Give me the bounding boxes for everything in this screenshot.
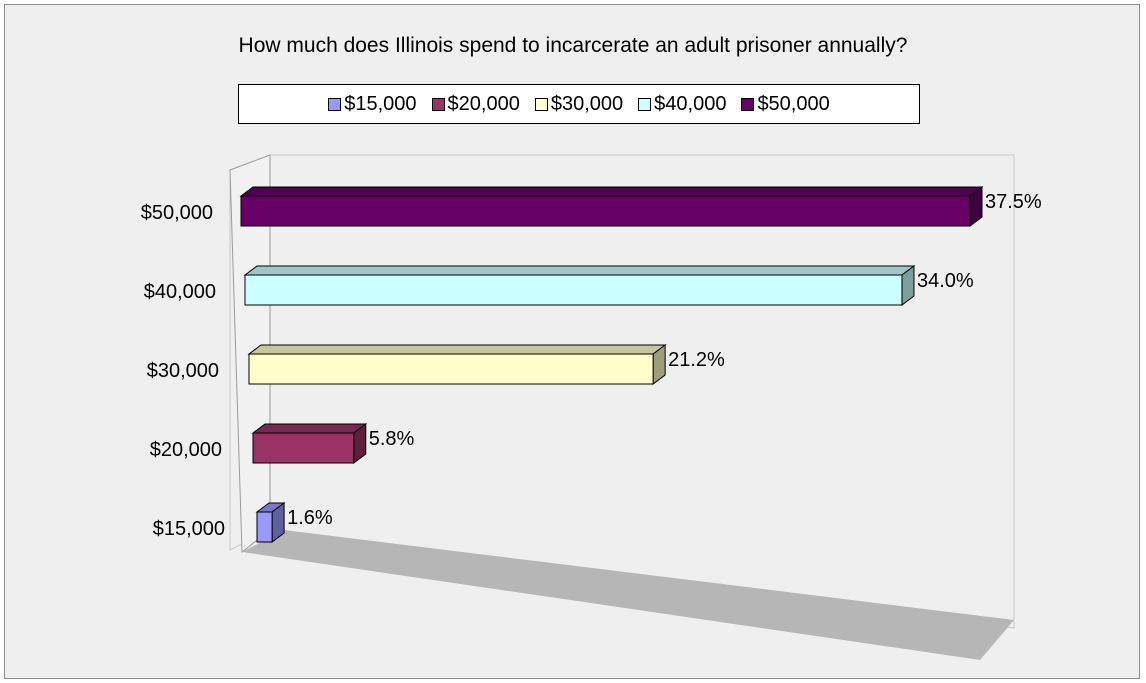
- bar-top: [239, 186, 984, 197]
- data-label: 37.5%: [985, 191, 1042, 213]
- legend-swatch: [638, 97, 652, 111]
- bar-top: [251, 423, 368, 434]
- legend-label: $50,000: [757, 92, 830, 115]
- legend-swatch: [328, 97, 342, 111]
- legend-swatch: [431, 97, 445, 111]
- bar: [252, 432, 355, 464]
- bar-top: [243, 265, 916, 276]
- legend-item: $15,000: [328, 92, 417, 116]
- chart-title: How much does Illinois spend to incarcer…: [238, 34, 908, 57]
- bar: [256, 511, 273, 543]
- data-label: 1.6%: [287, 507, 333, 529]
- category-label: $40,000: [144, 281, 216, 303]
- floor: [242, 530, 1014, 660]
- legend-item: $30,000: [534, 92, 624, 116]
- bar-top: [247, 344, 667, 355]
- legend-label: $15,000: [344, 92, 417, 115]
- legend-label: $20,000: [447, 92, 520, 115]
- category-label: $30,000: [147, 360, 219, 382]
- legend-item: $20,000: [431, 92, 520, 116]
- legend-swatch: [741, 97, 755, 111]
- legend-label: $30,000: [550, 92, 624, 115]
- data-label: 5.8%: [369, 428, 415, 450]
- data-label: 34.0%: [917, 270, 974, 292]
- legend: $15,000 $20,000 $30,000 $40,000 $50,000: [238, 84, 920, 124]
- legend-item: $50,000: [741, 92, 830, 116]
- category-label: $15,000: [153, 518, 225, 540]
- legend-item: $40,000: [638, 93, 726, 116]
- bar: [240, 195, 971, 227]
- legend-label: $40,000: [654, 92, 727, 115]
- legend-swatch: [534, 97, 548, 111]
- bar: [248, 353, 654, 385]
- bar: [244, 274, 903, 306]
- category-label: $20,000: [150, 439, 222, 461]
- data-label: 21.2%: [668, 349, 725, 371]
- category-label: $50,000: [141, 202, 213, 224]
